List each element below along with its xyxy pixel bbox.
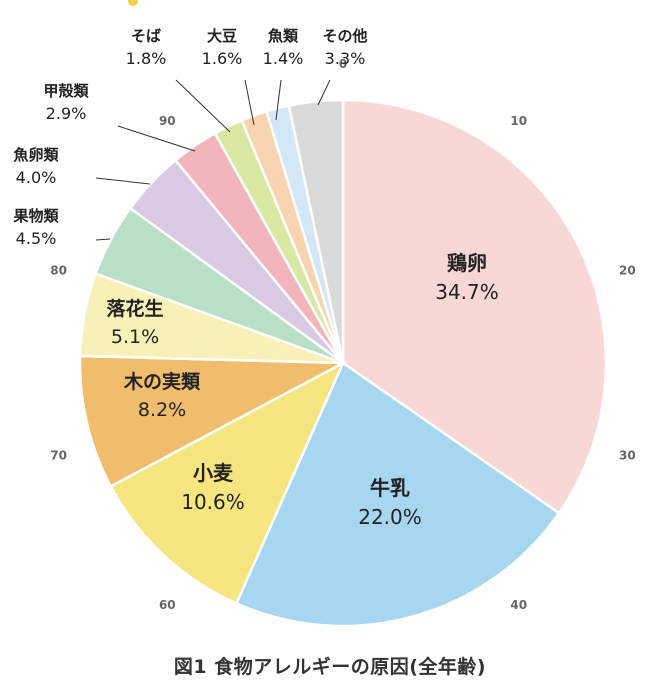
pie-slice-3: [78, 354, 348, 489]
slice-label-6: 魚卵類: [13, 146, 59, 164]
scale-tick-20: 20: [619, 264, 636, 278]
slice-value-0: 34.7%: [435, 280, 499, 304]
slice-value-9: 1.6%: [202, 49, 243, 68]
slice-value-3: 8.2%: [138, 399, 186, 421]
pie-slice-0: [341, 98, 608, 515]
slice-value-11: 3.3%: [325, 49, 366, 68]
leader-line-7: [117, 125, 196, 152]
slice-value-10: 1.4%: [263, 49, 304, 68]
accent-mark: [128, 0, 138, 6]
leader-line-8: [175, 79, 231, 133]
slice-value-2: 10.6%: [181, 490, 245, 514]
scale-tick-10: 10: [510, 114, 527, 128]
pie-slice-1: [234, 361, 561, 628]
slice-label-4: 落花生: [106, 297, 163, 320]
pie-slice-2: [109, 360, 346, 606]
slice-label-0: 鶏卵: [447, 251, 487, 275]
slice-label-11: その他: [322, 27, 367, 45]
slice-label-1: 牛乳: [370, 476, 410, 500]
scale-tick-80: 80: [50, 264, 67, 278]
scale-tick-70: 70: [50, 448, 67, 462]
slice-label-3: 木の実類: [123, 370, 201, 393]
scale-tick-40: 40: [510, 598, 527, 612]
slice-label-7: 甲殻類: [43, 82, 89, 100]
leader-line-6: [95, 177, 151, 185]
leader-line-11: [317, 79, 331, 106]
slice-label-5: 果物類: [12, 207, 59, 225]
slice-value-6: 4.0%: [16, 168, 57, 187]
scale-tick-60: 60: [159, 598, 176, 612]
slice-value-8: 1.8%: [126, 49, 167, 68]
scale-tick-90: 90: [159, 114, 176, 128]
leader-line-10: [275, 79, 282, 121]
slice-value-7: 2.9%: [46, 104, 87, 123]
slice-label-10: 魚類: [268, 27, 299, 45]
figure-caption: 図1 食物アレルギーの原因(全年齢): [173, 656, 487, 678]
slice-label-9: 大豆: [207, 27, 237, 45]
pie-chart: 0102030405060708090鶏卵34.7%牛乳22.0%小麦10.6%…: [12, 27, 636, 628]
leader-line-5: [95, 238, 111, 241]
slice-label-2: 小麦: [193, 461, 234, 485]
pie-slice-11: [287, 98, 345, 364]
slice-value-5: 4.5%: [16, 229, 57, 248]
scale-tick-0: 0: [339, 57, 347, 71]
scale-tick-30: 30: [619, 448, 636, 462]
slice-label-8: そば: [131, 27, 161, 45]
leader-line-9: [244, 79, 255, 126]
slice-value-4: 5.1%: [111, 326, 159, 348]
slice-value-1: 22.0%: [358, 505, 422, 529]
